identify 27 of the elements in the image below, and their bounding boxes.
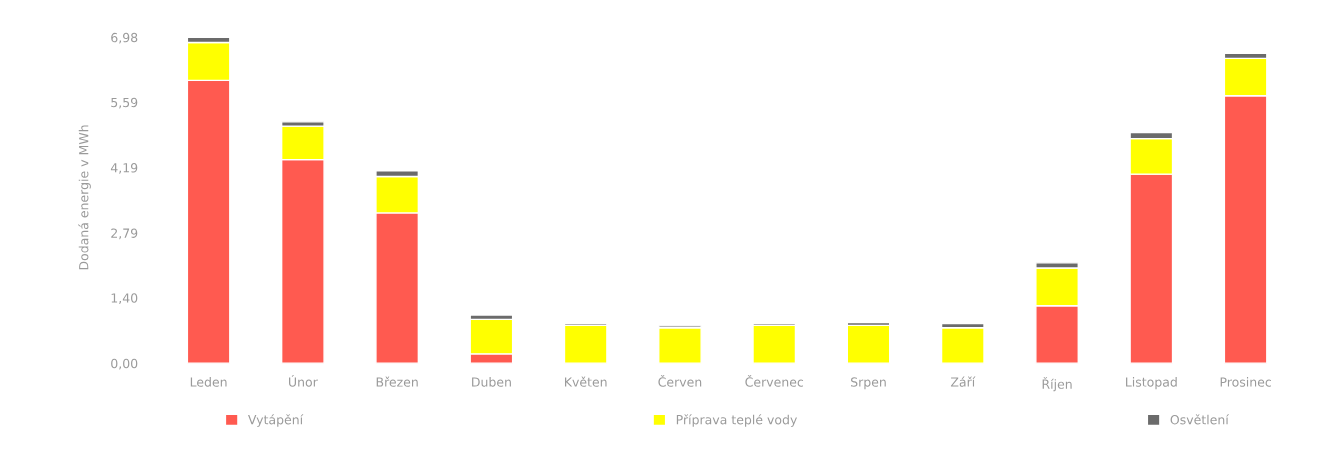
bar — [563, 324, 608, 364]
x-tick-label: Leden — [190, 377, 227, 387]
x-tick-label: Březen — [376, 376, 418, 387]
y-tick-label: 2,79 — [111, 228, 138, 240]
y-tick-label: 0,00 — [111, 358, 138, 370]
x-tick-label: Červenec — [745, 375, 804, 387]
x-tick-label: Duben — [472, 377, 511, 387]
x-tick-label: Červen — [658, 375, 702, 387]
x-tick-label: Únor — [289, 375, 318, 387]
bar — [658, 327, 702, 364]
legend-label: Vytápění — [248, 414, 304, 427]
bar — [846, 324, 891, 364]
legend-label: Osvětlení — [1170, 414, 1230, 425]
x-tick-label: Květen — [565, 376, 607, 387]
x-tick-label: Říjen — [1042, 377, 1072, 392]
y-tick-label: 1,40 — [111, 293, 138, 305]
bar — [940, 327, 985, 364]
x-tick-label: Prosinec — [1220, 377, 1271, 387]
x-tick-label: Srpen — [851, 377, 886, 390]
y-tick-label: 4,19 — [110, 163, 138, 174]
y-tick-label: 6,98 — [111, 32, 138, 44]
x-tick-label: Září — [950, 376, 976, 387]
y-tick-label: 5,59 — [111, 97, 138, 109]
y-axis-title: Dodaná energie v MWh — [78, 125, 91, 270]
x-tick-label: Listopad — [1126, 377, 1177, 390]
legend-label: Příprava teplé vody — [676, 414, 797, 427]
bar — [752, 324, 797, 364]
